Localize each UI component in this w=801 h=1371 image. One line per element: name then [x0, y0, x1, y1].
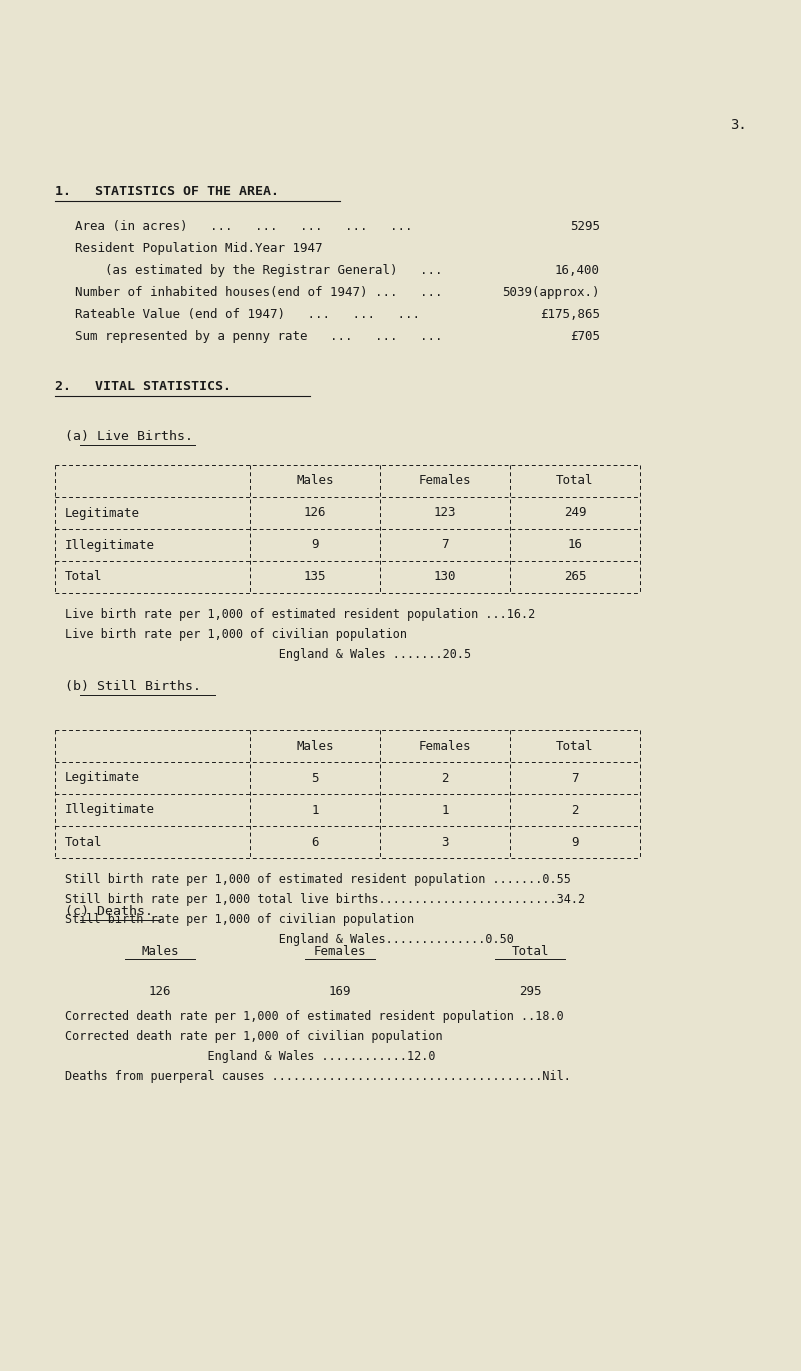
Text: Area (in acres)   ...   ...   ...   ...   ...: Area (in acres) ... ... ... ... ... — [75, 219, 413, 233]
Text: Females: Females — [419, 474, 471, 488]
Text: 5295: 5295 — [570, 219, 600, 233]
Text: Males: Males — [141, 945, 179, 958]
Text: 123: 123 — [434, 506, 457, 520]
Text: Still birth rate per 1,000 total live births.........................34.2: Still birth rate per 1,000 total live bi… — [65, 893, 585, 906]
Text: £175,865: £175,865 — [540, 308, 600, 321]
Text: Live birth rate per 1,000 of estimated resident population ...16.2: Live birth rate per 1,000 of estimated r… — [65, 607, 535, 621]
Text: Legitimate: Legitimate — [65, 506, 140, 520]
Text: Still birth rate per 1,000 of civilian population: Still birth rate per 1,000 of civilian p… — [65, 913, 414, 925]
Text: 16: 16 — [567, 539, 582, 551]
Text: (b) Still Births.: (b) Still Births. — [65, 680, 201, 692]
Text: 3.: 3. — [730, 118, 747, 132]
Text: Total: Total — [65, 835, 103, 849]
Text: 1: 1 — [441, 803, 449, 817]
Text: Males: Males — [296, 739, 334, 753]
Text: 3: 3 — [441, 835, 449, 849]
Text: 130: 130 — [434, 570, 457, 584]
Text: Live birth rate per 1,000 of civilian population: Live birth rate per 1,000 of civilian po… — [65, 628, 407, 642]
Text: Sum represented by a penny rate   ...   ...   ...: Sum represented by a penny rate ... ... … — [75, 330, 442, 343]
Text: 2: 2 — [571, 803, 579, 817]
Text: Total: Total — [556, 739, 594, 753]
Text: Females: Females — [419, 739, 471, 753]
Text: Total: Total — [65, 570, 103, 584]
Text: 135: 135 — [304, 570, 326, 584]
Text: 295: 295 — [519, 984, 541, 998]
Text: Total: Total — [556, 474, 594, 488]
Text: Legitimate: Legitimate — [65, 772, 140, 784]
Text: 9: 9 — [312, 539, 319, 551]
Text: Females: Females — [314, 945, 366, 958]
Text: 265: 265 — [564, 570, 586, 584]
Text: Still birth rate per 1,000 of estimated resident population .......0.55: Still birth rate per 1,000 of estimated … — [65, 873, 571, 886]
Text: Illegitimate: Illegitimate — [65, 803, 155, 817]
Text: 16,400: 16,400 — [555, 265, 600, 277]
Text: Corrected death rate per 1,000 of estimated resident population ..18.0: Corrected death rate per 1,000 of estima… — [65, 1010, 564, 1023]
Text: Males: Males — [296, 474, 334, 488]
Text: 2: 2 — [441, 772, 449, 784]
Text: 5: 5 — [312, 772, 319, 784]
Text: Deaths from puerperal causes ......................................Nil.: Deaths from puerperal causes ...........… — [65, 1069, 571, 1083]
Text: Corrected death rate per 1,000 of civilian population: Corrected death rate per 1,000 of civili… — [65, 1030, 443, 1043]
Text: England & Wales .......20.5: England & Wales .......20.5 — [65, 648, 471, 661]
Text: 169: 169 — [328, 984, 352, 998]
Text: Total: Total — [511, 945, 549, 958]
Text: £705: £705 — [570, 330, 600, 343]
Text: Illegitimate: Illegitimate — [65, 539, 155, 551]
Text: 1.   STATISTICS OF THE AREA.: 1. STATISTICS OF THE AREA. — [55, 185, 279, 197]
Text: 1: 1 — [312, 803, 319, 817]
Text: Rateable Value (end of 1947)   ...   ...   ...: Rateable Value (end of 1947) ... ... ... — [75, 308, 420, 321]
Text: 9: 9 — [571, 835, 579, 849]
Text: 7: 7 — [571, 772, 579, 784]
Text: 249: 249 — [564, 506, 586, 520]
Text: 7: 7 — [441, 539, 449, 551]
Text: 126: 126 — [149, 984, 171, 998]
Text: 5039(approx.): 5039(approx.) — [502, 287, 600, 299]
Text: England & Wales ............12.0: England & Wales ............12.0 — [65, 1050, 436, 1063]
Text: Resident Population Mid.Year 1947: Resident Population Mid.Year 1947 — [75, 243, 323, 255]
Text: 126: 126 — [304, 506, 326, 520]
Text: England & Wales..............0.50: England & Wales..............0.50 — [65, 934, 514, 946]
Text: (c) Deaths.: (c) Deaths. — [65, 905, 153, 919]
Text: 2.   VITAL STATISTICS.: 2. VITAL STATISTICS. — [55, 380, 231, 393]
Text: (as estimated by the Registrar General)   ...: (as estimated by the Registrar General) … — [75, 265, 442, 277]
Text: 6: 6 — [312, 835, 319, 849]
Text: Number of inhabited houses(end of 1947) ...   ...: Number of inhabited houses(end of 1947) … — [75, 287, 442, 299]
Text: (a) Live Births.: (a) Live Births. — [65, 430, 193, 443]
